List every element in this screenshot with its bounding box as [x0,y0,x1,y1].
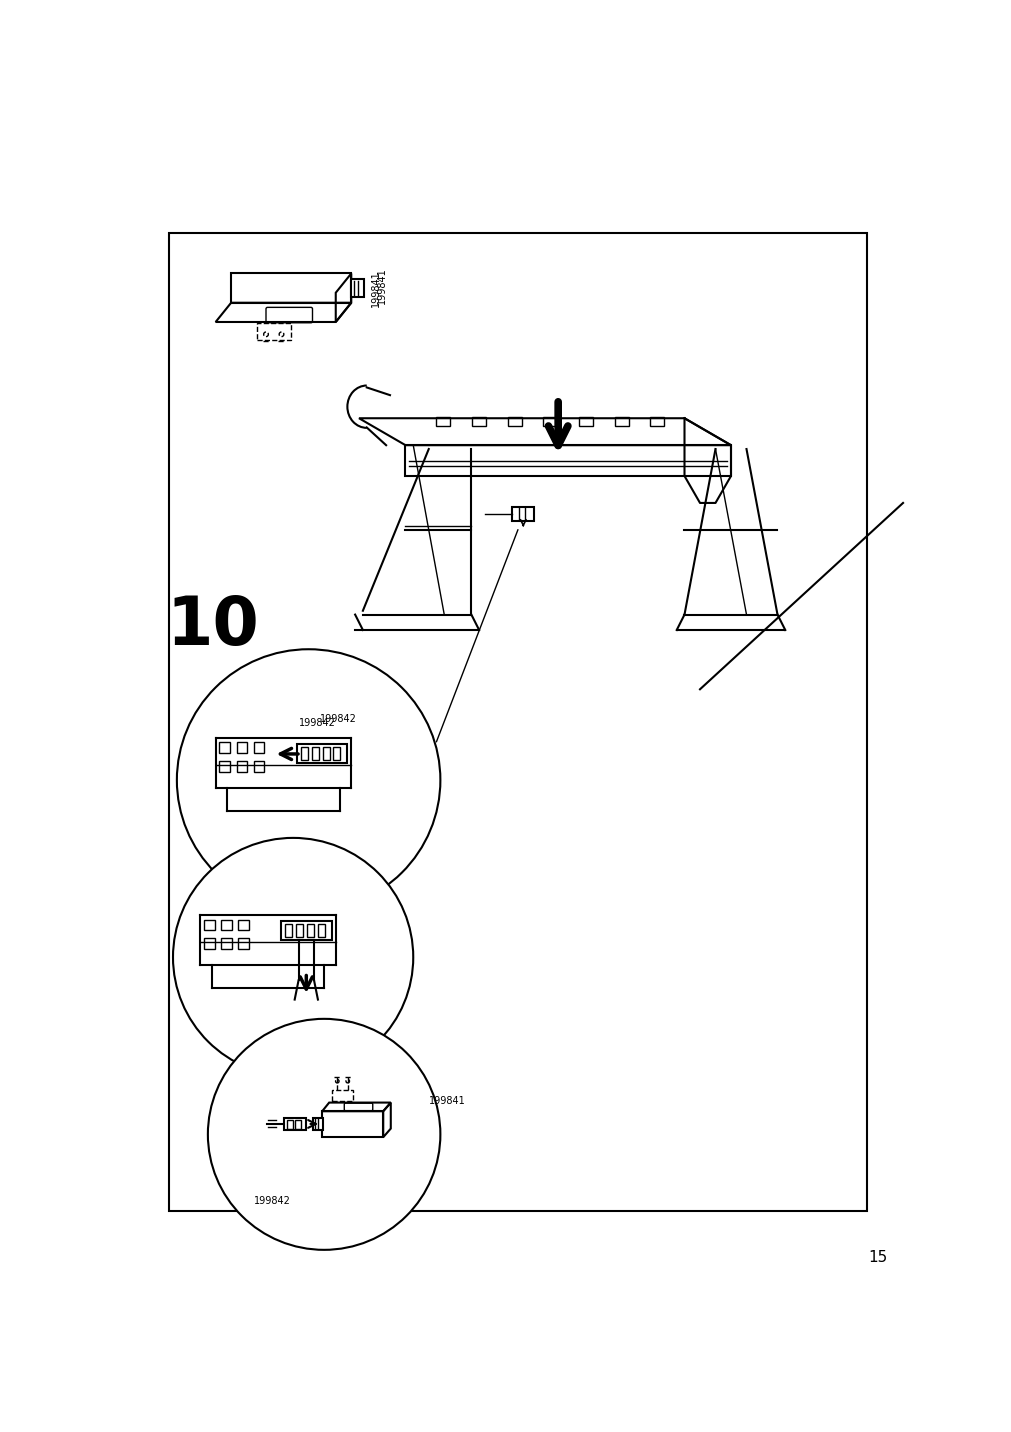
Bar [614,417,628,425]
Bar [284,1117,306,1130]
Text: 199842: 199842 [319,715,357,725]
Text: 10: 10 [167,593,260,659]
Bar [578,417,592,425]
Circle shape [207,1018,440,1250]
Bar [220,938,232,949]
Bar [333,748,340,760]
Bar [254,742,264,753]
Bar [237,760,247,772]
Bar [237,742,247,753]
Bar [238,938,249,949]
Bar [332,1090,353,1101]
Bar [295,1120,300,1128]
Bar [257,322,290,339]
Text: 199842: 199842 [254,1196,291,1206]
Bar [219,760,231,772]
Text: 199841: 199841 [377,268,387,304]
Bar [472,417,485,425]
Text: 15: 15 [867,1250,887,1264]
Bar [204,938,214,949]
Bar [220,919,232,931]
Bar [296,924,303,937]
Circle shape [173,838,412,1077]
Bar [254,760,264,772]
Bar [238,919,249,931]
Bar [300,748,307,760]
Bar [169,233,865,1211]
Bar [306,924,313,937]
Bar [323,748,330,760]
Bar [650,417,663,425]
Bar [285,924,292,937]
Text: 199841: 199841 [371,271,381,308]
Bar [287,1120,292,1128]
Bar [512,507,534,521]
Bar [204,919,214,931]
Bar [219,742,231,753]
Bar [311,748,318,760]
Circle shape [177,649,440,911]
Bar [543,417,557,425]
Text: 199842: 199842 [298,719,335,729]
Bar [296,745,347,763]
Text: 199841: 199841 [429,1095,465,1106]
Bar [281,921,332,941]
Bar [312,1117,324,1130]
Bar [351,279,363,298]
Bar [508,417,522,425]
Bar [317,924,325,937]
Bar [436,417,450,425]
